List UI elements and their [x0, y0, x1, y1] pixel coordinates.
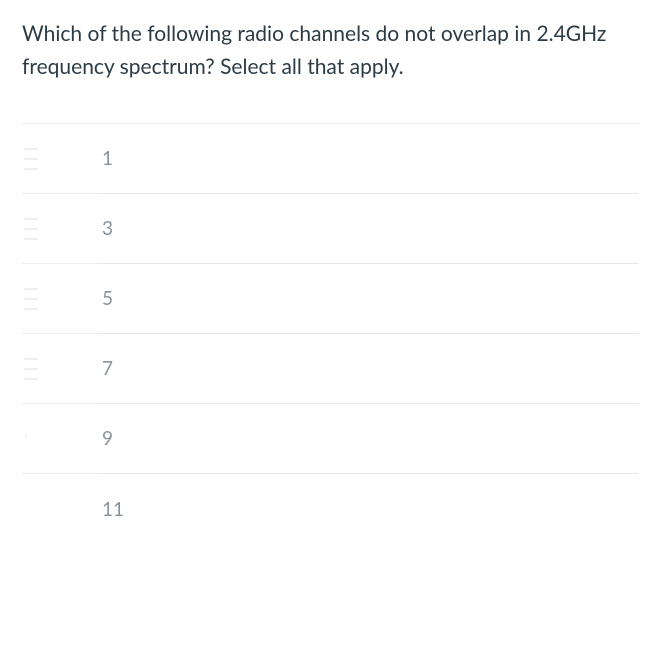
drag-mark-icon: ' [24, 434, 27, 443]
drag-handle-col [22, 358, 54, 380]
drag-handle-col [22, 148, 54, 170]
drag-handle-icon[interactable] [24, 358, 38, 380]
option-row[interactable]: ' 9 [22, 404, 639, 474]
option-label: 7 [98, 357, 113, 380]
option-label-col: 11 [98, 475, 639, 545]
option-label-col: 7 [98, 335, 639, 404]
option-row[interactable]: 11 [22, 474, 639, 544]
option-label-col: 5 [98, 265, 639, 334]
drag-handle-col [22, 218, 54, 240]
option-row[interactable]: 7 [22, 334, 639, 404]
option-label-col: 1 [98, 125, 639, 194]
drag-handle-icon[interactable] [24, 218, 38, 240]
option-label: 11 [98, 498, 124, 521]
option-label: 5 [98, 287, 113, 310]
option-label-col: 9 [98, 405, 639, 474]
option-row[interactable]: 1 [22, 124, 639, 194]
drag-handle-col [22, 288, 54, 310]
options-list: 1 3 5 7 [22, 123, 639, 544]
option-label: 3 [98, 217, 113, 240]
option-row[interactable]: 3 [22, 194, 639, 264]
question-text: Which of the following radio channels do… [22, 18, 639, 83]
drag-handle-icon[interactable] [24, 148, 38, 170]
option-row[interactable]: 5 [22, 264, 639, 334]
option-label-col: 3 [98, 195, 639, 264]
drag-handle-icon[interactable] [24, 288, 38, 310]
option-label: 1 [98, 147, 113, 170]
option-label: 9 [98, 427, 113, 450]
drag-handle-col: ' [22, 434, 54, 443]
